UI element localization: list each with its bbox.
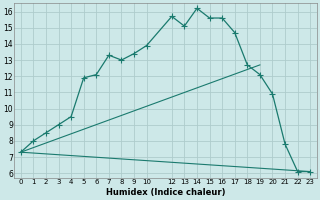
X-axis label: Humidex (Indice chaleur): Humidex (Indice chaleur)	[106, 188, 225, 197]
